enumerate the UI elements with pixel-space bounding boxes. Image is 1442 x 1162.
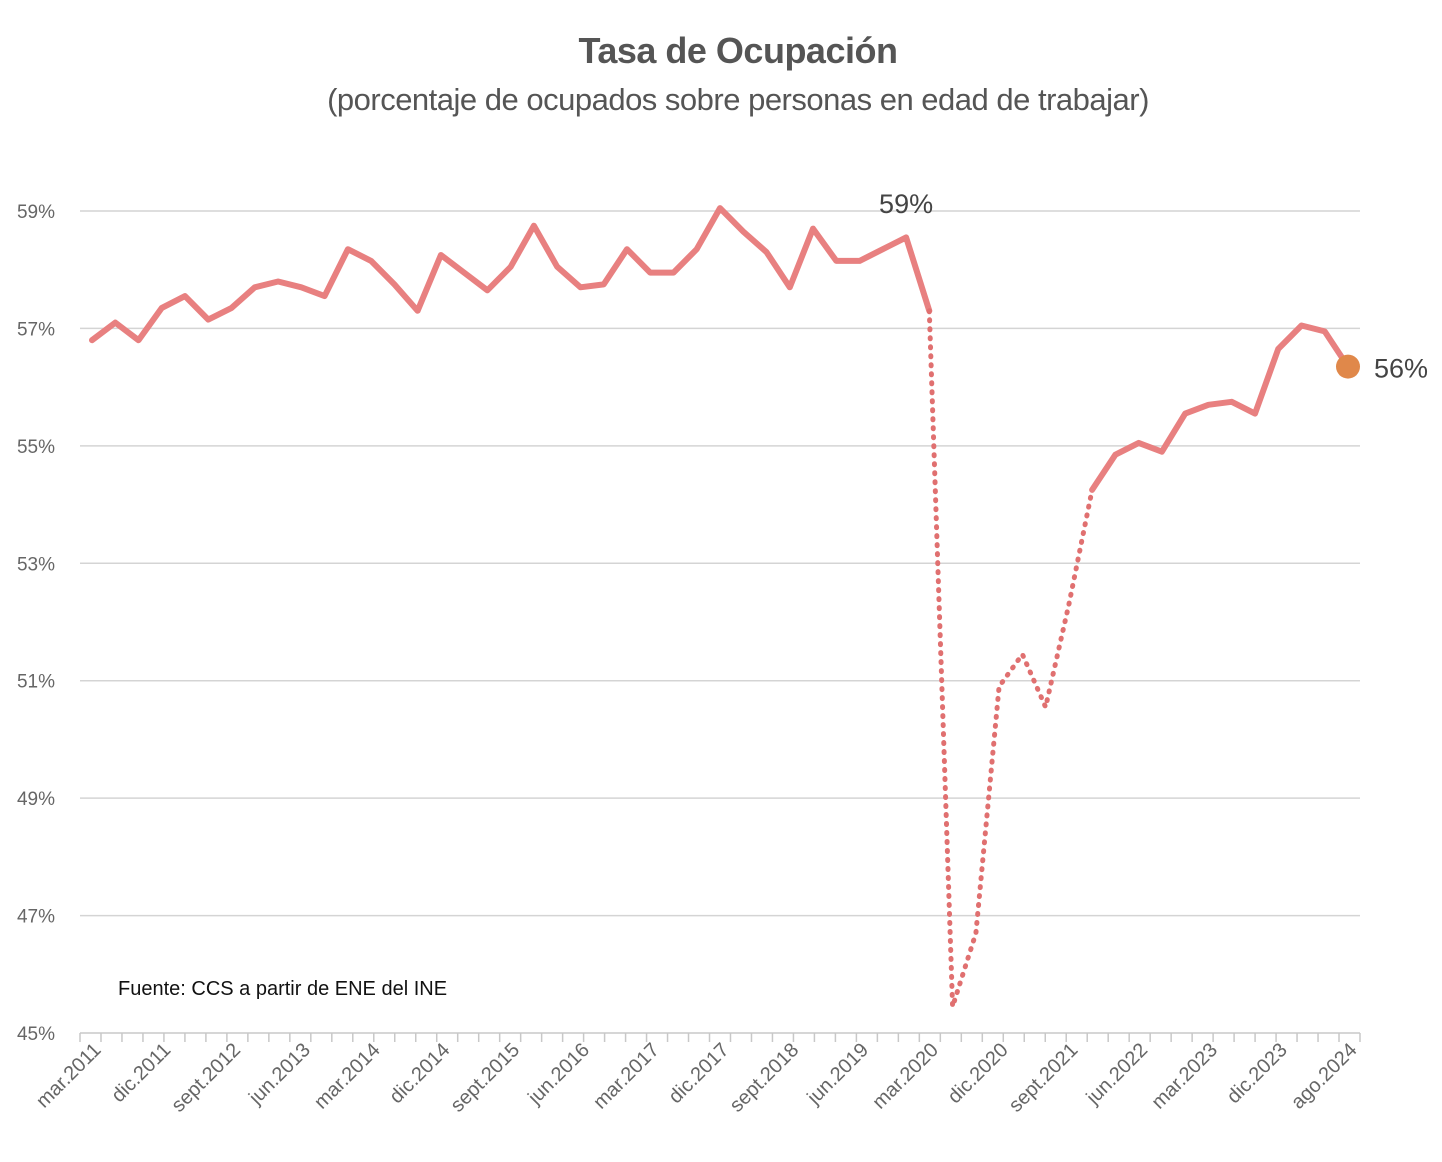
y-tick-label: 55% bbox=[17, 437, 55, 458]
series-line-dotted bbox=[926, 308, 1095, 1010]
y-tick-label: 57% bbox=[17, 319, 55, 340]
x-tick-label: jun.2016 bbox=[523, 1039, 594, 1110]
peak-annotation-label: 59% bbox=[879, 189, 933, 219]
x-tick-label: mar.2023 bbox=[1147, 1039, 1222, 1114]
y-tick-label: 53% bbox=[17, 554, 55, 575]
x-tick-label: dic.2023 bbox=[1223, 1039, 1292, 1108]
series-line-solid bbox=[1089, 322, 1351, 493]
x-tick-label: dic.2017 bbox=[665, 1039, 734, 1108]
x-tick-label: dic.2020 bbox=[944, 1039, 1013, 1108]
x-tick-label: sept.2021 bbox=[1005, 1039, 1083, 1117]
x-tick-label: jun.2022 bbox=[1082, 1039, 1153, 1110]
y-tick-label: 49% bbox=[17, 789, 55, 810]
series-line-solid bbox=[89, 205, 933, 344]
x-tick-label: dic.2011 bbox=[107, 1039, 175, 1107]
chart-title: Tasa de Ocupación bbox=[578, 30, 898, 71]
source-note: Fuente: CCS a partir de ENE del INE bbox=[118, 978, 447, 1000]
x-tick-label: dic.2014 bbox=[385, 1039, 454, 1108]
grid-layer bbox=[80, 210, 1360, 917]
y-tick-label: 45% bbox=[17, 1024, 55, 1045]
annotations-layer: 59% 56% bbox=[879, 189, 1428, 384]
last-value-marker bbox=[1336, 354, 1360, 379]
last-value-label: 56% bbox=[1374, 354, 1428, 384]
series-layer bbox=[89, 205, 1351, 1010]
x-tick-label: sept.2018 bbox=[726, 1039, 804, 1117]
x-tick-label: sept.2015 bbox=[447, 1039, 525, 1117]
x-tick-label: mar.2014 bbox=[310, 1039, 385, 1114]
x-tick-label: jun.2019 bbox=[803, 1039, 874, 1110]
chart-subtitle: (porcentaje de ocupados sobre personas e… bbox=[327, 82, 1149, 117]
x-tick-label: sept.2012 bbox=[167, 1039, 245, 1117]
y-axis-ticks: 45% 47% 49% 51% 53% 55% 57% 59% bbox=[17, 202, 55, 1045]
x-tick-label: mar.2020 bbox=[868, 1039, 943, 1114]
y-tick-label: 59% bbox=[17, 202, 55, 223]
x-tick-label: mar.2011 bbox=[32, 1039, 105, 1112]
y-tick-label: 51% bbox=[17, 672, 55, 693]
x-tick-label: mar.2017 bbox=[589, 1039, 664, 1114]
x-tick-label: ago.2024 bbox=[1287, 1039, 1362, 1114]
x-tick-label: jun.2013 bbox=[244, 1039, 315, 1110]
y-tick-label: 47% bbox=[17, 907, 55, 928]
